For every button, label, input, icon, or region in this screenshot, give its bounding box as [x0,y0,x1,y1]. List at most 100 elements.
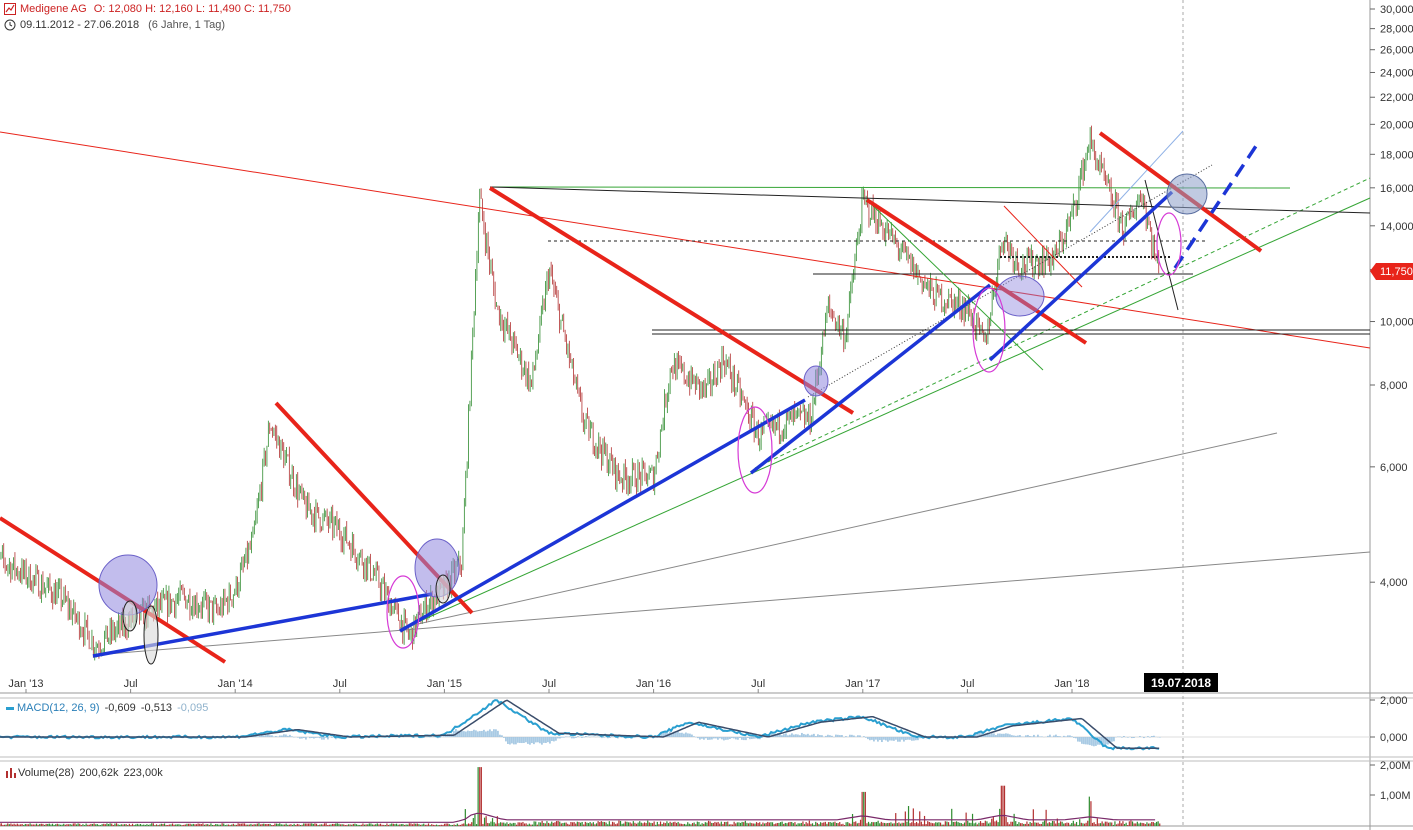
macd-hist-bar [547,737,549,743]
macd-hist-bar [1065,736,1067,737]
volume-bar [621,823,623,826]
highlight-cloud[interactable] [995,275,1045,317]
volume-bar [90,823,92,826]
grey-support-line[interactable] [94,551,1371,656]
volume-bar [1023,823,1025,826]
volume-bar [560,823,562,826]
volume-bar [947,822,950,826]
volume-bar [1032,809,1034,826]
volume-bar [1139,822,1142,826]
volume-bar [31,824,33,826]
volume-bar [437,825,439,826]
light-blue-trendline[interactable] [1089,130,1184,233]
blue-uptrend-line[interactable] [399,398,806,633]
macd-hist-bar [505,737,507,742]
macd-hist-bar [1085,737,1087,745]
volume-bar [683,823,686,826]
blue-uptrend-line[interactable] [988,190,1174,362]
macd-hist-bar [527,737,529,744]
macd-signal-line [0,699,1160,749]
volume-bar [701,823,703,826]
macd-hist-bar [685,732,687,737]
volume-bar [847,822,849,826]
magenta-marker-ellipse[interactable] [386,575,420,649]
volume-bar [1111,822,1113,826]
macd-hist-bar [1147,736,1149,737]
volume-bar [858,822,860,826]
volume-bar [368,823,370,826]
blue-uptrend-line[interactable] [749,283,992,475]
green-dashed-line[interactable] [754,177,1371,469]
volume-bar [439,824,441,826]
macd-hist-bar [601,737,603,739]
volume-bar [1007,822,1009,826]
macd-hist-bar [1009,734,1011,737]
chart-header-row1: Medigene AG O: 12,080 H: 12,160 L: 11,49… [4,3,291,16]
volume-bar [216,824,218,826]
volume-bar [1147,823,1150,826]
macd-hist-bar [525,737,527,743]
grey-support-line[interactable] [399,432,1278,629]
macd-hist-bar [729,737,731,739]
volume-bar [469,823,471,826]
macd-legend[interactable]: MACD(12, 26, 9) -0,609 -0,513 -0,095 [6,702,208,714]
grey-marker-ellipse[interactable] [143,605,159,665]
volume-bar [1131,821,1134,826]
red-downtrend-line[interactable] [865,198,1088,345]
volume-bar [650,822,652,826]
volume-bar [1109,822,1111,826]
grey-marker-ellipse[interactable] [435,574,451,604]
green-support-line[interactable] [399,197,1371,631]
thin-red-line[interactable] [1003,205,1083,288]
magenta-marker-ellipse[interactable] [972,287,1006,373]
volume-bar [400,824,402,826]
macd-hist-bar [859,735,861,737]
trendline-drawings[interactable] [0,130,1371,665]
volume-bar [386,823,388,826]
volume-bar [554,822,556,826]
grey-marker-ellipse[interactable] [122,600,138,632]
volume-bar [754,823,756,826]
long-red-trendline[interactable] [0,131,1371,349]
price-panel [0,0,1370,693]
volume-bar [1035,822,1038,826]
y-tick-label: 28,000 [1380,24,1413,36]
volume-bar [183,824,185,826]
macd-hist-bar [1027,734,1029,737]
volume-bar [59,824,62,826]
volume-bar [883,822,886,826]
y-tick-label: 20,000 [1380,119,1413,131]
volume-bar [203,824,206,826]
volume-bar [976,824,978,826]
volume-bar [587,823,590,826]
green-horizontal-line[interactable] [489,186,1291,189]
magenta-marker-ellipse[interactable] [737,406,773,494]
volume-bar [64,824,66,826]
volume-bar [922,824,924,826]
volume-bar [763,823,766,826]
volume-bar [157,824,159,826]
blue-projection-line[interactable] [1173,145,1258,269]
macd-hist-bar [899,737,901,742]
volume-bar [442,824,444,826]
thin-black-line[interactable] [1144,179,1179,311]
volume-bar [523,823,526,826]
thin-green-line[interactable] [866,199,1044,371]
volume-bar [288,824,290,826]
highlight-cloud[interactable] [803,365,829,397]
magenta-marker-ellipse[interactable] [1156,212,1182,276]
volume-bar [536,824,538,826]
clock-icon[interactable] [4,19,16,31]
volume-bar [80,825,82,826]
chart-type-icon[interactable] [4,3,16,16]
volume-bar [957,822,959,826]
volume-legend[interactable]: Volume(28) 200,62k 223,00k [6,767,163,779]
highlight-cloud[interactable] [1166,173,1208,215]
red-downtrend-line[interactable] [488,186,855,415]
volume-bar [202,823,204,826]
black-resistance-line[interactable] [489,186,1371,214]
volume-bar [736,822,738,826]
macd-hist-bar [479,731,481,737]
volume-bar [1096,818,1098,826]
